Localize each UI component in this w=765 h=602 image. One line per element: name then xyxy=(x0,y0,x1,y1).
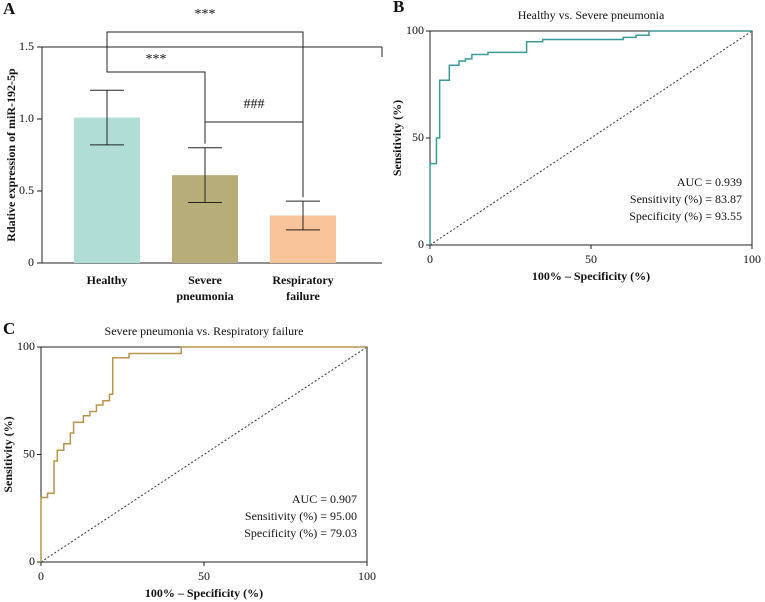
x-tick-label: 100 xyxy=(358,569,376,583)
reference-diagonal xyxy=(429,30,753,246)
y-axis-label: Rdative expression of miR-192-5p xyxy=(4,68,18,242)
y-axis-label: Sensitivity (%) xyxy=(390,100,404,176)
panel-label: B xyxy=(393,0,404,16)
y-tick-label: 0.5 xyxy=(19,183,34,197)
stat-label: Sensitivity (%) = 95.00 xyxy=(245,509,357,523)
significance-bracket xyxy=(106,65,206,144)
panel-label: A xyxy=(3,0,16,18)
y-tick-label: 100 xyxy=(406,23,424,37)
x-tick-label: 50 xyxy=(198,569,210,583)
error-bar xyxy=(286,200,320,231)
x-tick-label: Respiratory failure xyxy=(272,273,333,303)
panel-label: C xyxy=(3,319,15,338)
roc-curve xyxy=(429,30,752,245)
significance-bracket xyxy=(106,31,304,198)
roc-curve xyxy=(40,346,367,562)
y-tick-label: 0 xyxy=(29,554,35,568)
y-axis-label: Sensitivity (%) xyxy=(1,416,15,492)
y-tick-label: 1.0 xyxy=(19,111,34,125)
reference-diagonal xyxy=(40,346,368,563)
x-tick-label: Healthy xyxy=(87,273,128,287)
error-bar xyxy=(188,147,222,204)
x-tick-label: 0 xyxy=(38,569,44,583)
x-tick-label: 100 xyxy=(743,252,761,266)
chart-title: Healthy vs. Severe pneumonia xyxy=(518,8,665,22)
chart-title: Severe pneumonia vs. Respiratory failure xyxy=(105,324,304,338)
y-tick-label: 0 xyxy=(28,255,34,269)
y-tick-label: 1.5 xyxy=(19,39,34,53)
y-tick-label: 100 xyxy=(17,339,35,353)
y-tick-label: 50 xyxy=(412,130,424,144)
stat-label: AUC = 0.907 xyxy=(292,492,357,506)
stat-label: Sensitivity (%) = 83.87 xyxy=(630,192,742,206)
x-tick-label: Severe pneumonia xyxy=(176,273,233,303)
significance-label: *** xyxy=(146,52,167,67)
x-axis-label: 100% – Specificity (%) xyxy=(145,586,263,600)
significance-label: ### xyxy=(244,97,265,112)
x-tick-label: 50 xyxy=(585,252,597,266)
x-axis-label: 100% – Specificity (%) xyxy=(532,269,650,283)
stat-label: Specificity (%) = 79.03 xyxy=(244,526,357,540)
x-tick-label: 0 xyxy=(427,252,433,266)
y-tick-label: 0 xyxy=(418,237,424,251)
error-bar xyxy=(90,89,124,146)
stat-label: AUC = 0.939 xyxy=(677,175,742,189)
stat-label: Specificity (%) = 93.55 xyxy=(629,209,742,223)
significance-label: *** xyxy=(195,7,216,22)
significance-bracket xyxy=(204,121,304,198)
y-tick-label: 50 xyxy=(23,446,35,460)
